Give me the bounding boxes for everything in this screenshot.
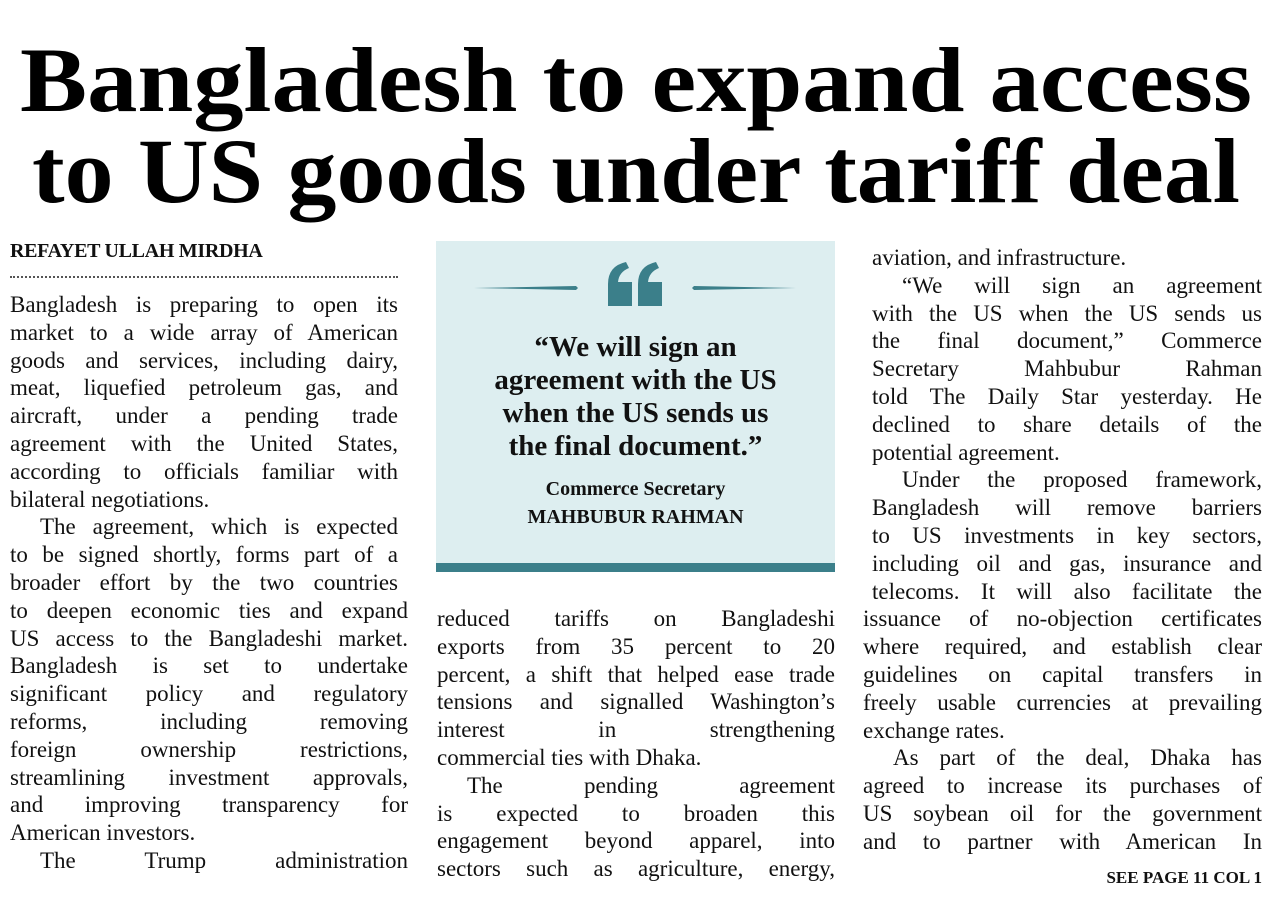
body-line: market to a wide array of American [10, 319, 398, 345]
body-line: streamlining investment approvals, [10, 764, 408, 790]
body-line: freely usable currencies at prevailing [863, 689, 1262, 715]
body-line: is expected to broaden this [437, 800, 835, 826]
body-line: goods and services, including dairy, [10, 347, 398, 373]
body-line: The pending agreement [467, 772, 835, 798]
headline-line: Bangladesh to expand access [20, 29, 1252, 131]
body-line: to US investments in key sectors, [872, 523, 1262, 548]
body-line: Bangladesh is preparing to open its [10, 292, 398, 317]
byline: REFAYET ULLAH MIRDHA [10, 240, 263, 262]
quote-line: agreement with the US [494, 364, 777, 396]
body-line: potential agreement. [872, 439, 1060, 465]
quote-attribution: Commerce Secretary [545, 478, 726, 500]
body-line: American investors. [10, 820, 196, 846]
body-line: foreign ownership restrictions, [10, 736, 408, 762]
body-line: percent, a shift that helped ease trade [437, 661, 835, 687]
body-line: and to partner with American In [863, 828, 1262, 854]
quote-line: the final document.” [508, 430, 763, 462]
quote-line: “We will sign an [534, 331, 737, 363]
body-line: Bangladesh will remove barriers [872, 495, 1262, 521]
body-line: agreed to increase its purchases of [863, 773, 1262, 799]
body-line: telecoms. It will also facilitate the [872, 578, 1262, 604]
body-line: to be signed shortly, forms part of a [10, 542, 398, 568]
body-line: exports from 35 percent to 20 [437, 633, 835, 659]
body-line: interest in strengthening [437, 717, 835, 743]
body-line: significant policy and regulatory [10, 681, 408, 707]
body-line: Under the proposed framework, [902, 467, 1262, 493]
body-line: the final document,” Commerce [872, 328, 1262, 354]
body-line: US access to the Bangladeshi market. [10, 625, 408, 651]
body-line: broader effort by the two countries [10, 570, 398, 595]
body-line: with the US when the US sends us [872, 300, 1262, 326]
jump-line: SEE PAGE 11 COL 1 [1106, 868, 1262, 887]
quote-icon [474, 262, 796, 306]
body-line: agreement with the United States, [10, 431, 398, 456]
body-line: US soybean oil for the government [863, 801, 1262, 826]
body-line: meat, liquefied petroleum gas, and [10, 375, 398, 401]
byline-rule [10, 276, 398, 278]
body-line: according to officials familiar with [10, 458, 398, 484]
body-line: guidelines on capital transfers in [863, 662, 1262, 687]
body-line: declined to share details of the [872, 411, 1262, 437]
body-line: “We will sign an agreement [902, 272, 1262, 298]
body-line: As part of the deal, Dhaka has [893, 745, 1262, 771]
body-line: including oil and gas, insurance and [872, 550, 1262, 576]
body-line: exchange rates. [863, 717, 1005, 743]
body-line: Secretary Mahbubur Rahman [872, 356, 1262, 382]
body-line: aircraft, under a pending trade [10, 403, 398, 429]
headline-area: Bangladesh to expand access to US goods … [20, 29, 1252, 222]
body-line: and improving transparency for [10, 792, 408, 818]
body-line: The Trump administration [40, 848, 408, 873]
body-line: reduced tariffs on Bangladeshi [437, 606, 835, 631]
body-line: commercial ties with Dhaka. [437, 745, 702, 770]
body-line: to deepen economic ties and expand [10, 597, 408, 623]
body-line: reforms, including removing [10, 709, 408, 734]
quote-attribution: MAHBUBUR RAHMAN [527, 506, 744, 528]
pull-quote-bar [436, 563, 835, 572]
body-line: bilateral negotiations. [10, 486, 210, 512]
body-line: Bangladesh is set to undertake [10, 653, 408, 679]
body-line: where required, and establish clear [863, 634, 1262, 660]
body-line: engagement beyond apparel, into [437, 828, 835, 854]
body-line: issuance of no-objection certificates [863, 606, 1262, 632]
pull-quote-box [436, 241, 835, 564]
body-line: told The Daily Star yesterday. He [872, 384, 1262, 409]
body-line: tensions and signalled Washington’s [437, 689, 835, 715]
body-line: The agreement, which is expected [40, 514, 398, 540]
headline-line: to US goods under tariff deal [32, 120, 1240, 222]
quote-line: when the US sends us [502, 397, 769, 429]
body-line: aviation, and infrastructure. [872, 245, 1127, 270]
body-line: sectors such as agriculture, energy, [437, 856, 835, 882]
